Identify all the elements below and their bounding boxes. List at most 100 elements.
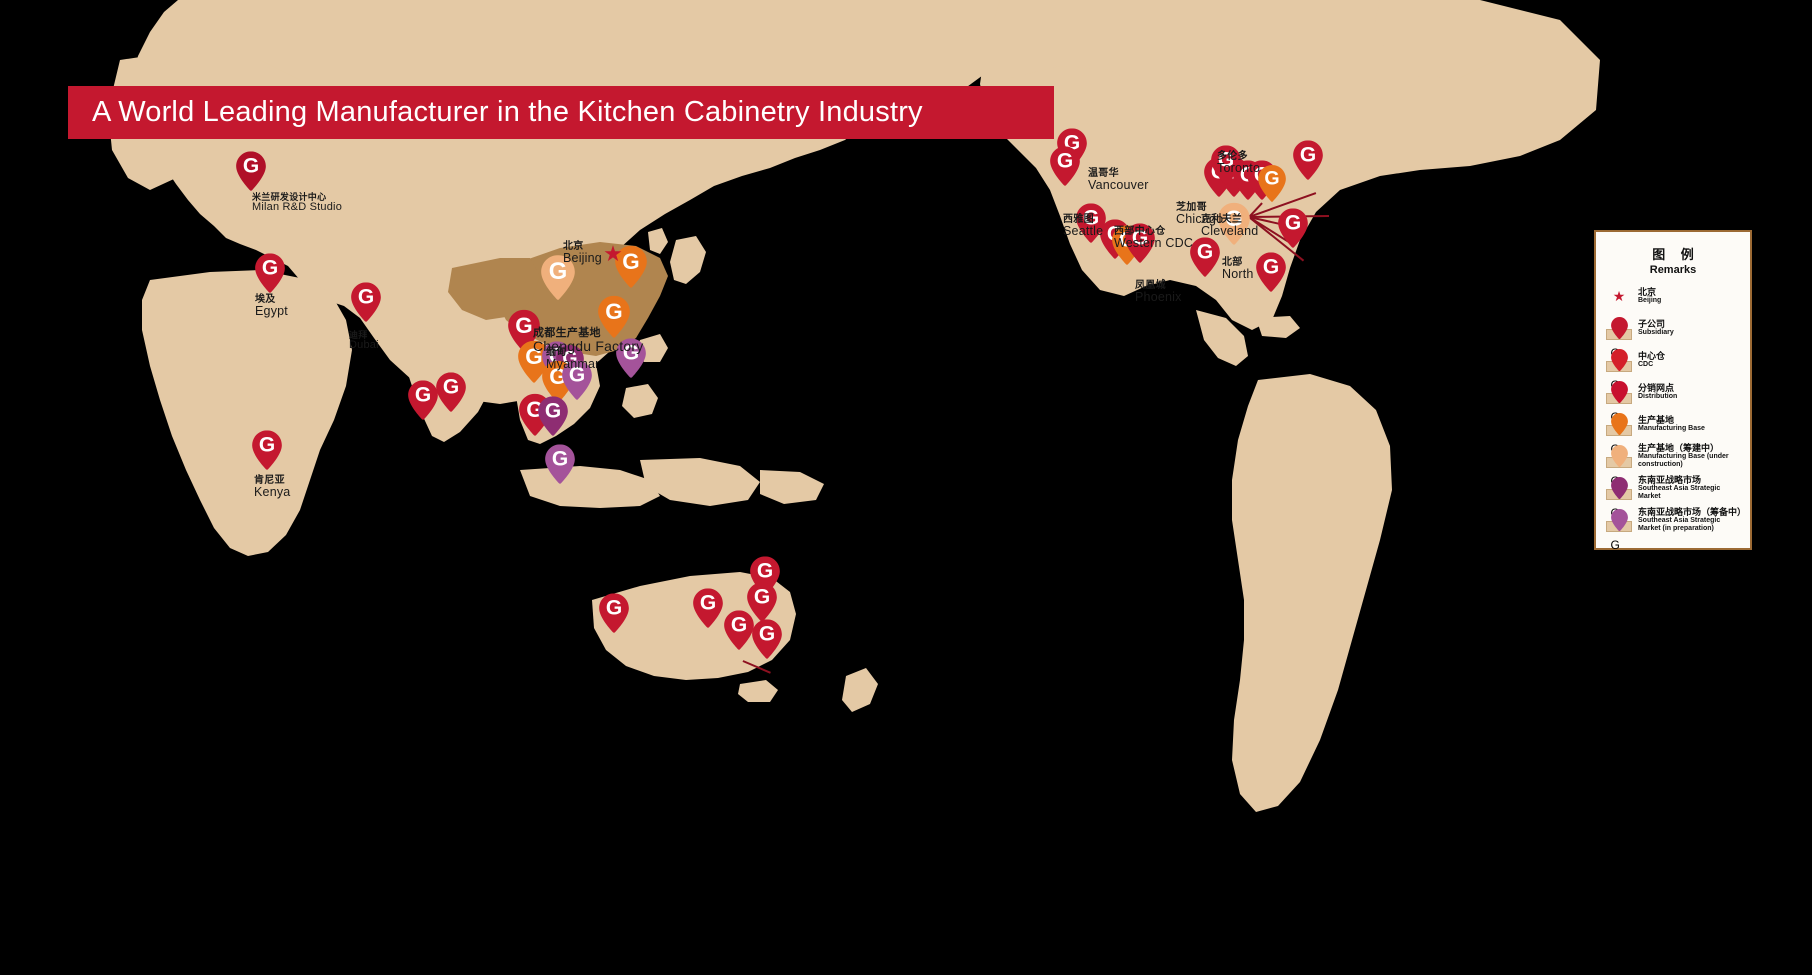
legend-label-cn: 分销网点 (1638, 382, 1675, 393)
pin-aus-adelaide[interactable]: G (693, 588, 723, 628)
pin-indonesia[interactable]: G (545, 444, 575, 484)
legend-item-text: 生产基地（筹建中） Manufacturing Base (under const… (1638, 442, 1744, 469)
label-cn: 多伦多 (1217, 151, 1248, 162)
pin-malaysia-2[interactable]: G (538, 396, 568, 436)
legend-label-cn: 子公司 (1638, 318, 1666, 329)
map-pin-icon-violet: G (1604, 507, 1634, 552)
page-title: A World Leading Manufacturer in the Kitc… (92, 96, 923, 128)
label-cn: 迪拜 (349, 330, 368, 340)
label-cn: 缅甸 (546, 347, 567, 358)
legend-label-cn: 中心仓 (1638, 350, 1666, 361)
star-icon: ★ (603, 241, 623, 266)
label-myanmar: 缅甸 Myanmar (546, 347, 600, 371)
label-egypt: 埃及 Egypt (255, 294, 288, 318)
label-western-cdc: 西部中心仓 Western CDC (1114, 226, 1194, 251)
pin-texas[interactable]: G (1190, 237, 1220, 277)
legend-label-cn: 北京 (1638, 286, 1657, 297)
pin-seattle[interactable]: G (1050, 146, 1080, 186)
legend-item-5[interactable]: G 生产基地（筹建中）Manufacturing Base (under cons… (1604, 442, 1744, 488)
pin-cleveland3[interactable]: G (1258, 165, 1286, 202)
legend-item-text: 北京 Beijing (1638, 286, 1661, 305)
legend-item-text: 分销网点 Distribution (1638, 382, 1678, 401)
label-toronto: 多伦多 Toronto (1217, 151, 1261, 176)
legend-pin: G (1611, 380, 1628, 424)
legend-item-7[interactable]: G 东南亚战略市场（筹备中） Southeast Asia Strategic Ma… (1604, 506, 1747, 552)
label-cn: 西雅图 (1063, 214, 1094, 225)
pin-egypt[interactable]: G (255, 253, 285, 293)
map-pin-icon-scarlet: G (1604, 379, 1634, 424)
legend-label-cn: 东南亚战略市场（筹备中） (1638, 506, 1747, 517)
map-pin-icon-peach: G (1604, 443, 1634, 488)
label-cn: 克利夫兰 (1201, 214, 1243, 225)
title-banner: A World Leading Manufacturer in the Kitc… (68, 86, 1054, 139)
legend-label-cn: 东南亚战略市场 (1638, 474, 1702, 485)
label-chengdu: 成都生产基地 Chengdu Factory (533, 327, 644, 355)
label-en: Toronto (1217, 161, 1261, 176)
pin-aus-tasmania[interactable]: G (752, 619, 782, 659)
legend-pin: G (1611, 508, 1628, 552)
label-en: Phoenix (1135, 290, 1182, 305)
label-phoenix: 凤凰城 Phoenix (1135, 280, 1182, 305)
label-cn: 成都生产基地 (533, 327, 601, 339)
label-beijing: 北京 Beijing (563, 241, 602, 266)
pin-milan[interactable]: G (236, 151, 266, 191)
pin-aus-canberra[interactable]: G (747, 582, 777, 622)
label-cn: 芝加哥 (1176, 202, 1207, 213)
legend-label-en: Southeast Asia Strategic Market (1638, 485, 1721, 500)
legend-item-0[interactable]: ★ 北京 Beijing (1604, 283, 1744, 309)
map-pin-icon-purple: G (1604, 475, 1634, 520)
label-en: Milan R&D Studio (252, 201, 343, 214)
label-cn: 北部 (1222, 257, 1243, 268)
pin-india-west[interactable]: G (408, 380, 438, 420)
label-cn: 米兰研发设计中心 (252, 192, 327, 202)
pin-dubai[interactable]: G (351, 282, 381, 322)
pin-florida[interactable]: G (1256, 252, 1286, 292)
legend-pin: G (1611, 412, 1628, 456)
map-pin-icon-orange: G (1604, 411, 1634, 456)
g-logo-glyph: G (1610, 537, 1620, 552)
label-en: Kenya (254, 485, 291, 500)
legend-item-text: 东南亚战略市场 Southeast Asia Strategic Market (1638, 474, 1744, 501)
pin-aus-perth[interactable]: G (599, 593, 629, 633)
label-en: North (1222, 267, 1254, 282)
label-en: Cleveland (1201, 224, 1259, 239)
star-icon: ★ (1604, 283, 1634, 309)
label-cn: 北京 (563, 241, 584, 252)
label-cn: 肯尼亚 (254, 475, 285, 486)
legend-label-en: Distribution (1638, 392, 1678, 400)
label-en: Chengdu Factory (533, 338, 644, 355)
label-north: 北部 North (1222, 257, 1254, 282)
legend-label-en: Manufacturing Base (under construction) (1638, 453, 1729, 468)
legend-label-en: CDC (1638, 360, 1654, 368)
south-america-landmass (1232, 374, 1392, 812)
pin-newyork[interactable]: G (1293, 140, 1323, 180)
label-en: Dubai (349, 339, 379, 352)
legend-title-cn: 图 例 (1652, 247, 1700, 262)
legend-label-en: Subsidiary (1638, 328, 1674, 336)
legend-pin: G (1611, 348, 1628, 392)
label-kenya: 肯尼亚 Kenya (254, 475, 291, 500)
label-cn: 埃及 (255, 294, 276, 305)
legend-title-en: Remarks (1649, 264, 1697, 276)
legend-item-text: 子公司 Subsidiary (1638, 318, 1674, 337)
pin-kenya[interactable]: G (252, 430, 282, 470)
pin-atlantic[interactable]: G (1278, 208, 1308, 248)
legend-pin: G (1611, 444, 1628, 488)
label-en: Vancouver (1088, 178, 1149, 193)
legend-label-en: Southeast Asia Strategic Market (in prep… (1638, 517, 1721, 532)
label-en: Beijing (563, 251, 602, 266)
pin-india-south[interactable]: G (436, 372, 466, 412)
label-dubai: 迪拜 Dubai (349, 330, 379, 352)
label-vancouver: 温哥华 Vancouver (1088, 168, 1149, 193)
label-en: Western CDC (1114, 236, 1194, 251)
legend-label-cn: 生产基地（筹建中） (1638, 442, 1720, 453)
map-pin-icon-red: G (1604, 347, 1634, 392)
